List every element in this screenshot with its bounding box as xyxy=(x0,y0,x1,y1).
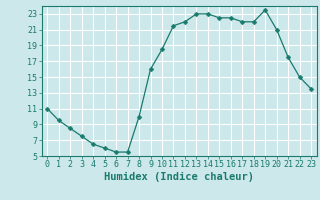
X-axis label: Humidex (Indice chaleur): Humidex (Indice chaleur) xyxy=(104,172,254,182)
